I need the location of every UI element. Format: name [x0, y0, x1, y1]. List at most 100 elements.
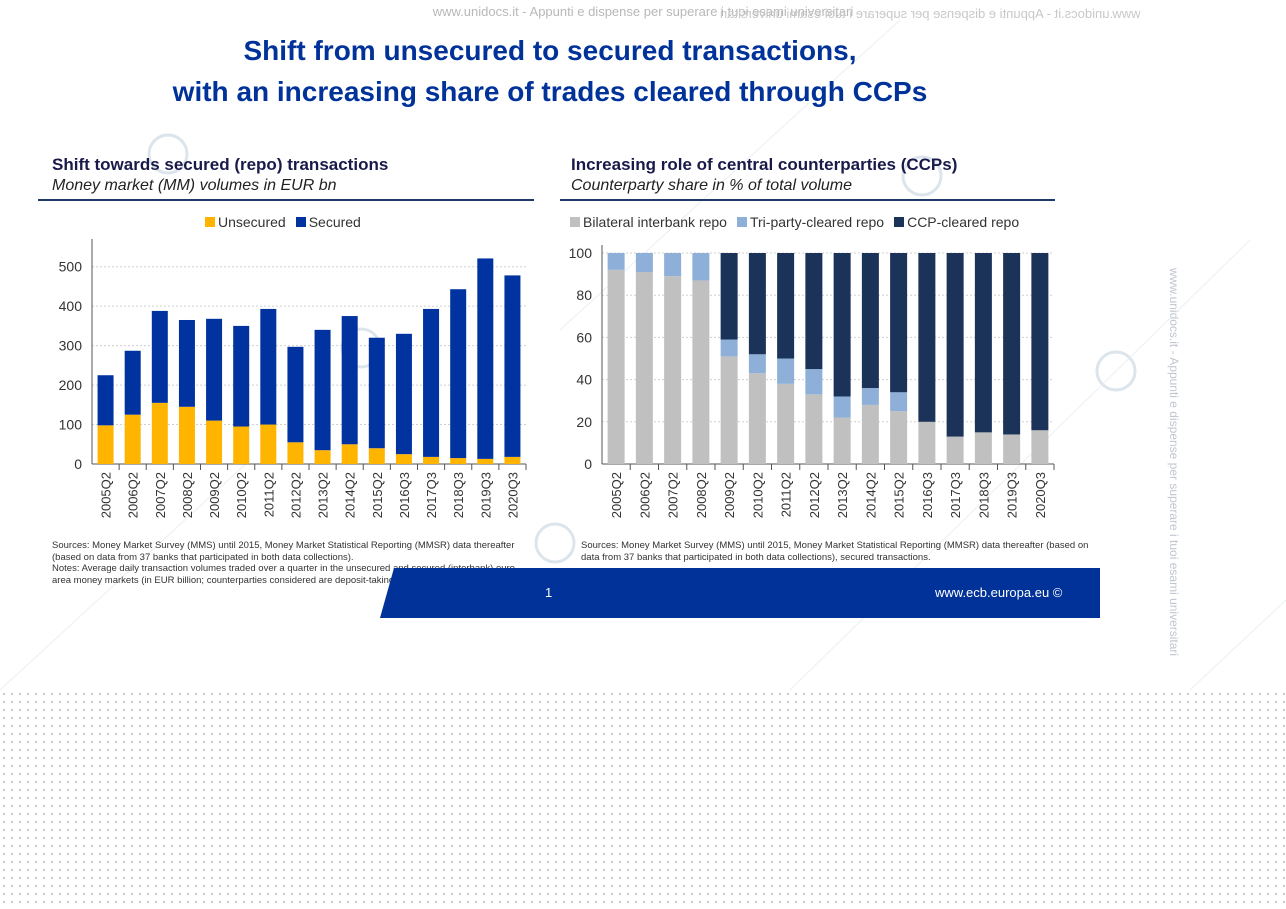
bar-segment — [97, 375, 114, 426]
legend-label: Bilateral interbank repo — [583, 214, 727, 230]
bar-segment — [477, 258, 494, 459]
legend-label: Tri-party-cleared repo — [749, 214, 885, 230]
x-tick-label: 2010Q2 — [234, 472, 249, 518]
watermark-right: www.unidocs.it - Appunti e dispense per … — [1167, 267, 1182, 657]
bar-segment — [368, 337, 385, 449]
ecb-url[interactable]: www.ecb.europa.eu © — [935, 585, 1063, 600]
right-panel-title: Increasing role of central counterpartie… — [571, 155, 958, 174]
x-tick-label: 2016Q3 — [397, 472, 412, 518]
right-panel-note: Sources: Money Market Survey (MMS) until… — [581, 540, 1089, 563]
legend-item: CCP-cleared repo — [894, 214, 1019, 230]
x-tick-label: 2005Q2 — [99, 472, 114, 518]
bar-segment — [918, 421, 936, 464]
left-panel-rule — [38, 199, 534, 201]
y-tick-label: 200 — [59, 377, 83, 393]
x-tick-label: 2020Q3 — [1033, 472, 1048, 518]
legend-label: Secured — [308, 214, 361, 230]
watermark-logo-icon — [1095, 350, 1137, 392]
bar-segment — [504, 275, 521, 457]
x-tick-label: 2009Q2 — [722, 472, 737, 518]
bar-segment — [341, 316, 358, 445]
bar-segment — [720, 356, 738, 464]
x-tick-label: 2011Q2 — [261, 472, 276, 517]
legend-label: Unsecured — [218, 214, 286, 230]
footer-band — [380, 568, 1100, 618]
y-tick-label: 40 — [576, 372, 592, 388]
bar-segment — [777, 383, 795, 464]
legend-label: CCP-cleared repo — [907, 214, 1020, 230]
x-tick-label: 2019Q3 — [1005, 472, 1020, 518]
bar-segment — [777, 253, 795, 359]
x-tick-label: 2015Q2 — [370, 472, 385, 518]
y-tick-label: 0 — [74, 456, 82, 472]
y-tick-label: 20 — [576, 414, 592, 430]
bar-segment — [233, 426, 250, 464]
legend-item: Tri-party-cleared repo — [736, 214, 885, 230]
bar-segment — [805, 394, 823, 464]
legend-swatch — [894, 217, 905, 227]
left-panel-title: Shift towards secured (repo) transaction… — [52, 155, 389, 174]
bar-segment — [1031, 253, 1049, 431]
x-tick-label: 2018Q3 — [976, 472, 991, 518]
bar-segment — [946, 436, 964, 464]
bar-segment — [477, 458, 494, 464]
bar-segment — [664, 253, 682, 277]
bar-segment — [314, 329, 331, 451]
slide-title-line2: with an increasing share of trades clear… — [172, 76, 928, 107]
bar-segment — [233, 325, 250, 427]
dotted-background — [0, 690, 1286, 909]
x-tick-label: 2013Q2 — [835, 472, 850, 518]
bar-segment — [1031, 430, 1049, 464]
bar-segment — [692, 253, 710, 281]
left-chart-legend: Unsecured Secured — [205, 214, 361, 230]
bar-segment — [861, 253, 879, 389]
slide-title: Shift from unsecured to secured transact… — [60, 30, 1040, 112]
bar-segment — [151, 310, 168, 403]
bar-segment — [805, 369, 823, 395]
bar-segment — [178, 319, 195, 407]
legend-item: Secured — [295, 214, 361, 230]
bar-segment — [861, 404, 879, 464]
bar-segment — [423, 456, 440, 464]
bar-segment — [635, 253, 653, 272]
x-tick-label: 2006Q2 — [126, 472, 141, 518]
bar-segment — [607, 269, 625, 464]
y-tick-label: 60 — [576, 329, 592, 345]
x-tick-label: 2008Q2 — [180, 472, 195, 518]
y-tick-label: 0 — [584, 456, 592, 472]
bar-segment — [777, 358, 795, 384]
right-panel-rule — [560, 199, 1055, 201]
legend-swatch — [570, 217, 580, 227]
x-tick-label: 2017Q3 — [424, 472, 439, 518]
x-tick-label: 2012Q2 — [807, 472, 822, 518]
bar-segment — [833, 253, 851, 397]
bar-segment — [692, 280, 710, 464]
page-number: 1 — [545, 585, 553, 600]
x-tick-label: 2014Q2 — [863, 472, 878, 518]
bar-segment — [97, 425, 114, 464]
bar-segment — [504, 456, 521, 464]
bar-segment — [314, 450, 331, 464]
bar-segment — [974, 253, 992, 433]
watermark-top: www.unidocs.it - Appunti e dispense per … — [432, 4, 854, 19]
x-tick-label: 2013Q2 — [316, 472, 331, 518]
bar-segment — [890, 392, 908, 412]
bar-segment — [151, 402, 168, 464]
y-tick-label: 400 — [59, 298, 83, 314]
bar-segment — [450, 289, 467, 459]
bar-segment — [124, 414, 141, 464]
x-tick-label: 2009Q2 — [207, 472, 222, 518]
bar-segment — [368, 448, 385, 464]
bar-segment — [260, 308, 277, 425]
bar-segment — [918, 253, 936, 422]
bar-segment — [833, 396, 851, 418]
bar-segment — [423, 308, 440, 457]
bar-segment — [861, 388, 879, 405]
bar-segment — [1003, 253, 1021, 435]
bar-segment — [124, 350, 141, 415]
bar-segment — [748, 354, 766, 374]
right-chart-legend: Bilateral interbank repo Tri-party-cleare… — [570, 214, 1019, 230]
left-panel-subtitle: Money market (MM) volumes in EUR bn — [52, 177, 337, 194]
bar-segment — [607, 253, 625, 270]
bar-segment — [720, 253, 738, 340]
